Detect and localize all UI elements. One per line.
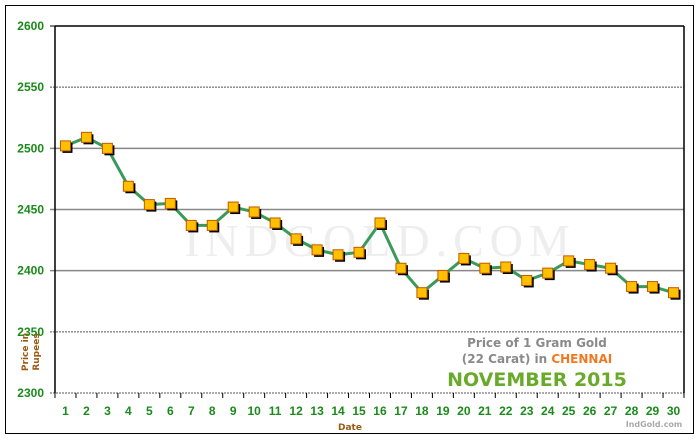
data-point-marker <box>416 287 428 299</box>
data-point-marker <box>668 287 680 299</box>
data-point-marker <box>227 201 239 213</box>
y-tick-label: 2400 <box>17 264 44 278</box>
note-city: CHENNAI <box>551 352 612 366</box>
x-tick-label: 26 <box>583 404 597 418</box>
x-tick-label: 7 <box>188 404 195 418</box>
x-tick-label: 19 <box>436 404 450 418</box>
y-tick-label: 2350 <box>17 325 44 339</box>
x-tick-label: 15 <box>352 404 366 418</box>
note-line1: Price of 1 Gram Gold <box>467 336 607 350</box>
data-point-marker <box>437 270 449 282</box>
x-tick-label: 12 <box>289 404 303 418</box>
y-axis-title-line1: Price in <box>21 333 31 371</box>
x-tick-label: 10 <box>248 404 262 418</box>
data-point-marker <box>479 262 491 274</box>
data-point-marker <box>101 142 113 154</box>
x-tick-label: 11 <box>269 404 282 418</box>
data-point-marker <box>248 206 260 218</box>
y-tick-label: 2600 <box>17 19 44 33</box>
x-tick-label: 29 <box>646 404 660 418</box>
y-tick-label: 2550 <box>17 80 44 94</box>
data-point-marker <box>584 259 596 271</box>
x-tick-label: 2 <box>83 404 90 418</box>
x-tick-label: 25 <box>562 404 576 418</box>
x-tick-label: 1 <box>62 404 69 418</box>
x-tick-label: 9 <box>230 404 237 418</box>
x-tick-label: 4 <box>125 404 132 418</box>
credit-text: IndGold.com <box>626 420 683 429</box>
note-line2-prefix: (22 Carat) in <box>462 352 552 366</box>
price-series <box>59 131 681 300</box>
x-tick-label: 16 <box>373 404 387 418</box>
note-line2: (22 Carat) in CHENNAI <box>462 352 612 366</box>
data-point-marker <box>521 274 533 286</box>
data-point-marker <box>626 281 638 293</box>
x-tick-label: 27 <box>604 404 618 418</box>
x-tick-label: 21 <box>478 404 492 418</box>
data-point-marker <box>458 252 470 264</box>
data-point-marker <box>269 217 281 229</box>
x-axis-title: Date <box>338 423 362 433</box>
data-point-marker <box>332 249 344 261</box>
gridlines <box>50 25 684 394</box>
x-tick-label: 17 <box>394 404 408 418</box>
y-axis-title-line2: Rupees <box>32 333 42 370</box>
data-point-marker <box>353 246 365 258</box>
data-point-marker <box>122 180 134 192</box>
data-point-marker <box>395 262 407 274</box>
y-tick-label: 2300 <box>17 386 44 400</box>
data-point-marker <box>500 261 512 273</box>
x-tick-label: 5 <box>146 404 153 418</box>
x-tick-label: 8 <box>209 404 216 418</box>
data-point-marker <box>290 233 302 245</box>
x-tick-label: 22 <box>499 404 513 418</box>
x-tick-label: 20 <box>457 404 471 418</box>
chart-frame <box>5 5 694 434</box>
data-point-marker <box>206 219 218 231</box>
data-point-marker <box>311 244 323 256</box>
x-tick-label: 23 <box>520 404 534 418</box>
y-tick-label: 2500 <box>17 141 44 155</box>
x-tick-label: 18 <box>415 404 429 418</box>
x-tick-label: 24 <box>541 404 555 418</box>
x-tick-label: 6 <box>167 404 174 418</box>
note-month: NOVEMBER 2015 <box>447 369 627 391</box>
x-tick-label: 14 <box>331 404 345 418</box>
data-point-marker <box>59 140 71 152</box>
data-point-marker <box>80 131 92 143</box>
chart-note: Price of 1 Gram Gold (22 Carat) in CHENN… <box>447 336 627 391</box>
data-point-marker <box>374 217 386 229</box>
data-point-marker <box>542 267 554 279</box>
y-axis-title: Price in Rupees <box>21 333 42 371</box>
y-axis-ticks: 2300 2350 2400 2450 2500 2550 2600 <box>17 19 44 400</box>
y-tick-label: 2450 <box>17 203 44 217</box>
data-point-marker <box>143 199 155 211</box>
data-point-marker <box>647 281 659 293</box>
x-tick-label: 28 <box>625 404 639 418</box>
data-point-marker <box>185 219 197 231</box>
x-tick-label: 3 <box>104 404 111 418</box>
x-tick-label: 13 <box>310 404 324 418</box>
data-point-marker <box>605 262 617 274</box>
x-tick-label: 30 <box>667 404 681 418</box>
data-point-marker <box>563 255 575 267</box>
data-point-marker <box>164 197 176 209</box>
x-axis-ticks: 1 2 3 4 5 6 7 8 9 10 11 12 13 14 15 16 17 18 19 20 21 22 23 24 2… <box>54 393 685 418</box>
